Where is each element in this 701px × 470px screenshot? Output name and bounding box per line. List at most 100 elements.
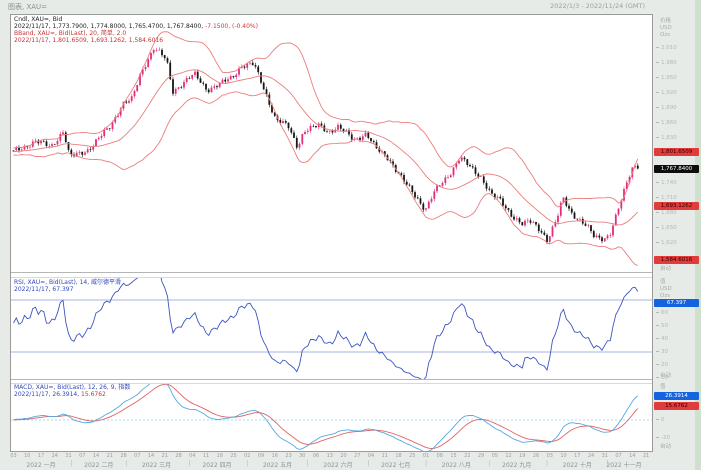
rsi-axis-title: 值: [660, 279, 666, 285]
price-flag-last: 1,767.8400: [654, 164, 699, 173]
price-tick: 1,950: [656, 75, 677, 81]
day-tick-label: 07: [134, 453, 141, 459]
price-flag-band: 1,693.1262: [654, 201, 699, 210]
month-label: 2022 七月: [381, 462, 411, 469]
price-pane[interactable]: [12, 31, 639, 266]
rsi-tick: 10: [656, 375, 668, 381]
macd-tick: 0: [656, 417, 665, 423]
price-tick: 2,010: [656, 45, 677, 51]
month-label: 2022 一月: [26, 462, 56, 469]
day-tick-label: 07: [615, 453, 622, 459]
window-edge-strip: [695, 0, 701, 470]
month-separator: |: [545, 460, 549, 467]
day-tick-label: 09: [257, 453, 265, 459]
price-axis-autoscale-button[interactable]: 自动: [660, 266, 672, 272]
price-tick: 1,620: [656, 240, 677, 246]
day-tick-label: 03: [10, 453, 17, 459]
price-axis-unit-currency: USD: [660, 25, 672, 31]
day-tick-label: 15: [450, 453, 457, 459]
day-tick-label: 08: [436, 453, 443, 459]
price-flag-band: 1,801.6509: [654, 147, 699, 156]
day-tick-label: 31: [601, 453, 608, 459]
rsi-tick: 40: [656, 336, 668, 342]
rsi-tick: 60: [656, 310, 668, 316]
day-tick-label: 03: [546, 453, 553, 459]
day-tick-label: 26: [532, 453, 540, 459]
month-label: 2022 十一月: [606, 462, 642, 469]
month-separator: |: [606, 460, 609, 467]
month-label: 2022 三月: [141, 462, 172, 469]
chart-date-range: 2022/1/3 - 2022/11/24 (GMT): [550, 2, 645, 10]
day-tick-label: 14: [629, 453, 636, 459]
price-tick: 1,740: [656, 180, 677, 186]
day-tick-label: 17: [574, 453, 581, 459]
month-label: 2022 二月: [84, 462, 114, 469]
price-flag-band: 1,584.6016: [654, 256, 699, 265]
price-tick: 1,650: [656, 225, 677, 231]
day-tick-label: 18: [216, 453, 223, 459]
macd-axis-title: 值: [660, 384, 666, 390]
day-tick-label: 23: [285, 453, 292, 459]
day-tick-label: 07: [79, 453, 86, 459]
day-tick-label: 24: [51, 453, 58, 459]
macd-signal-line: [13, 384, 639, 449]
day-tick-label: 29: [477, 453, 485, 459]
macd-axis-autoscale-button[interactable]: 自动: [660, 444, 672, 450]
month-label: 2022 八月: [441, 462, 471, 469]
rsi-axis-unit-weight: Ozs: [660, 293, 671, 299]
day-tick-label: 20: [340, 453, 347, 459]
month-separator: |: [246, 460, 249, 467]
month-label: 2022 五月: [262, 462, 293, 469]
macd-pane[interactable]: [11, 380, 652, 451]
month-separator: |: [125, 460, 128, 467]
candle-wicks-up: [13, 47, 636, 245]
value-axis: 价格 USD Ozs 自动 值 USD Ozs 自动 值 自动 2,010 1,9…: [653, 14, 701, 452]
macd-tick: -20: [656, 435, 670, 441]
month-separator: |: [488, 460, 491, 467]
day-tick-label: 28: [175, 453, 182, 459]
chart-frame: Cndl, XAU=, Bid 2022/11/17, 1,773.7900, …: [10, 14, 653, 452]
day-tick-label: 04: [367, 453, 375, 459]
month-label: 2022 十月: [562, 462, 592, 469]
day-tick-label: 25: [409, 453, 416, 459]
price-tick: 1,980: [656, 60, 677, 66]
price-tick: 1,680: [656, 210, 677, 216]
day-tick-label: 31: [65, 453, 72, 459]
day-tick-label: 14: [147, 453, 155, 459]
day-tick-label: 18: [395, 453, 402, 459]
macd-line: [13, 384, 639, 451]
month-separator: |: [424, 460, 428, 467]
time-axis-days: 03 10 17 24 31 07 14 21 28 07 14 21 28 04 11 18 25 02 09 16…: [10, 453, 653, 460]
bband-middle: [13, 69, 639, 226]
day-tick-label: 17: [37, 453, 45, 459]
day-tick-label: 22: [464, 453, 471, 459]
rsi-axis-unit-currency: USD: [660, 286, 672, 292]
day-tick-label: 13: [326, 453, 333, 459]
price-tick: 1,830: [656, 135, 677, 141]
day-tick-label: 25: [230, 453, 237, 459]
month-separator: |: [367, 460, 370, 467]
chart-canvas[interactable]: [11, 15, 652, 451]
rsi-tick: 30: [656, 349, 668, 355]
price-axis-title: 价格: [660, 18, 672, 24]
rsi-pane[interactable]: [11, 270, 652, 380]
day-tick-label: 21: [106, 453, 113, 459]
macd-flag-redv: 15.6762: [654, 401, 699, 410]
rsi-line: [13, 278, 639, 379]
day-tick-label: 19: [519, 453, 526, 459]
day-tick-label: 11: [202, 453, 210, 459]
day-tick-label: 05: [491, 453, 498, 459]
day-tick-label: 28: [120, 453, 127, 459]
day-tick-label: 02: [244, 453, 251, 459]
bband-upper: [13, 31, 639, 208]
day-tick-label: 14: [92, 453, 100, 459]
month-label: 2022 四月: [202, 462, 232, 469]
day-tick-label: 16: [271, 453, 278, 459]
day-tick-label: 21: [642, 453, 650, 459]
price-tick: 1,920: [656, 90, 677, 96]
month-label: 2022 九月: [502, 462, 532, 469]
month-separator: |: [188, 460, 191, 467]
window-title: 图表, XAU=: [8, 3, 48, 11]
rsi-tick: 50: [656, 323, 668, 329]
